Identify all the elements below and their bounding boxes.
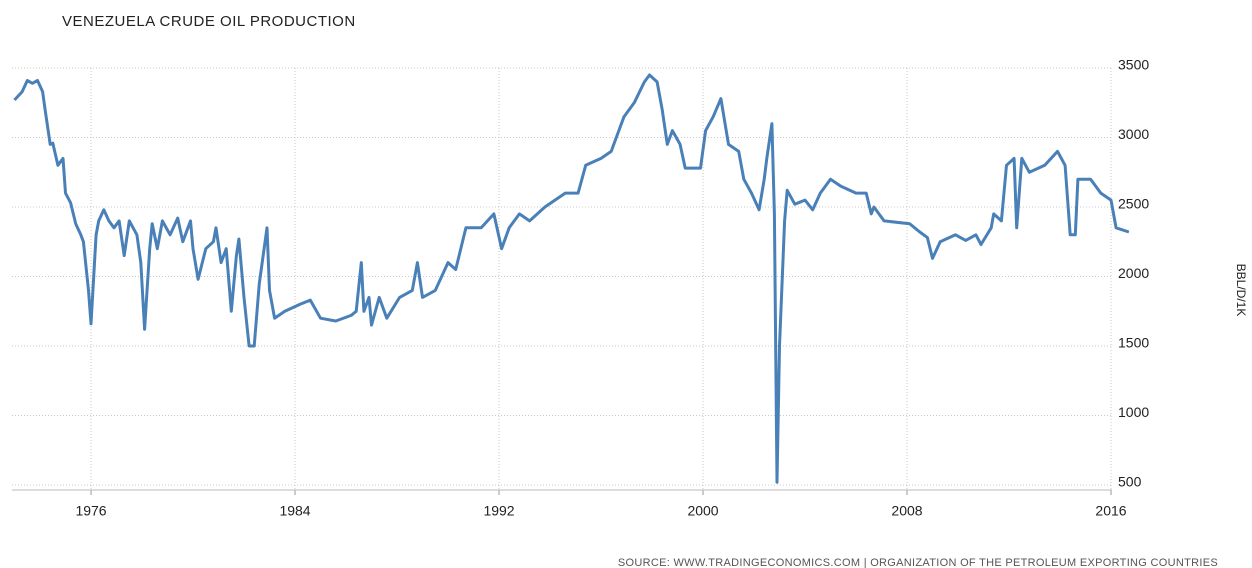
chart-title: VENEZUELA CRUDE OIL PRODUCTION — [62, 13, 356, 30]
y-tick-label: 1500 — [1118, 335, 1149, 351]
source-note: SOURCE: WWW.TRADINGECONOMICS.COM | ORGAN… — [618, 557, 1218, 568]
x-tick-label: 1976 — [75, 503, 106, 519]
x-tick-label: 1984 — [279, 503, 310, 519]
x-tick-label: 2008 — [891, 503, 922, 519]
y-tick-label: 3000 — [1118, 126, 1149, 142]
y-tick-label: 2000 — [1118, 265, 1149, 281]
x-tick-label: 1992 — [483, 503, 514, 519]
y-tick-label: 1000 — [1118, 404, 1149, 420]
x-tick-label: 2016 — [1095, 503, 1126, 519]
y-tick-label: 3500 — [1118, 57, 1149, 73]
data-line — [13, 73, 1130, 484]
x-tick-label: 2000 — [687, 503, 718, 519]
y-tick-label: 2500 — [1118, 196, 1149, 212]
y-axis-label: BBL/D/1K — [1234, 264, 1248, 317]
y-tick-label: 500 — [1118, 474, 1142, 490]
